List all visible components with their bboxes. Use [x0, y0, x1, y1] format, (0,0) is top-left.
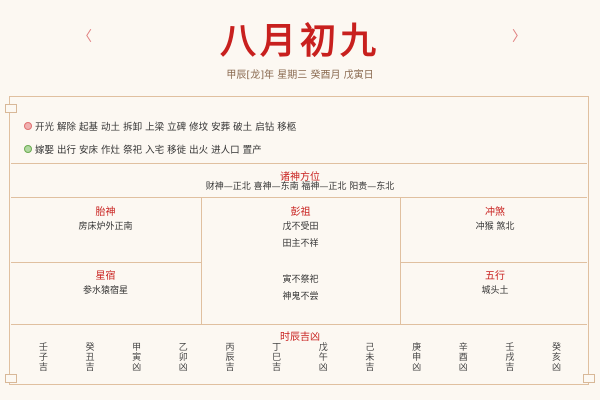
taishen-text: 房床炉外正南 [78, 222, 133, 232]
pengzu-line: 神鬼不尝 [282, 292, 319, 302]
lunar-date-title: 八月初九 [219, 20, 380, 62]
deities-title: 诸神方位 [280, 172, 320, 183]
corner-ornament-icon [5, 104, 17, 113]
hour-item: 甲寅凶 [132, 343, 142, 373]
hour-item: 癸丑吉 [85, 343, 95, 373]
divider [11, 262, 201, 263]
chongsha-text: 冲猴 煞北 [475, 222, 515, 232]
hour-item: 乙卯凶 [178, 343, 188, 373]
hour-item: 己未吉 [365, 343, 375, 373]
hour-item: 戊午凶 [318, 343, 328, 373]
chongsha-title: 冲煞 [485, 207, 505, 218]
deities-text: 财神—正北 喜神—东南 福神—正北 阳贵—东北 [205, 182, 395, 192]
ji-badge-icon [24, 145, 32, 153]
pengzu-line: 戊不受田 [282, 222, 319, 232]
prev-day-button[interactable]: 〈 [78, 29, 92, 45]
corner-ornament-icon [5, 374, 17, 383]
wuxing-text: 城头土 [481, 286, 509, 296]
corner-ornament-icon [583, 374, 595, 383]
divider [11, 324, 587, 325]
pengzu-line: 田主不祥 [282, 239, 319, 249]
divider [11, 197, 587, 198]
wuxing-title: 五行 [485, 271, 505, 282]
next-day-button[interactable]: 〉 [512, 29, 526, 45]
pengzu-line: 寅不祭祀 [282, 275, 319, 285]
divider [400, 197, 401, 324]
ji-row: 嫁娶 出行 安床 作灶 祭祀 入宅 移徙 出火 进人口 置产 [24, 142, 262, 156]
ganzhi-subtitle: 甲辰[龙]年 星期三 癸酉月 戊寅日 [226, 70, 374, 81]
yi-items: 开光 解除 起基 动土 拆卸 上梁 立碑 修坟 安葬 破土 启钻 移柩 [35, 122, 297, 133]
pengzu-title: 彭祖 [290, 207, 311, 218]
hour-item: 壬子吉 [38, 343, 48, 373]
divider [201, 197, 202, 324]
ji-items: 嫁娶 出行 安床 作灶 祭祀 入宅 移徙 出火 进人口 置产 [35, 145, 262, 156]
divider [11, 163, 587, 164]
hour-item: 丙辰吉 [225, 343, 235, 373]
taishen-title: 胎神 [95, 207, 116, 218]
hour-item: 丁巳吉 [272, 343, 282, 373]
hours-list: 壬子吉 癸丑吉 甲寅凶 乙卯凶 丙辰吉 丁巳吉 戊午凶 己未吉 庚申凶 辛酉凶 … [10, 343, 590, 373]
yi-badge-icon [24, 122, 32, 130]
hour-item: 庚申凶 [412, 343, 422, 373]
almanac-panel: 开光 解除 起基 动土 拆卸 上梁 立碑 修坟 安葬 破土 启钻 移柩 嫁娶 出… [9, 96, 589, 385]
divider [400, 262, 587, 263]
hour-item: 辛酉凶 [458, 343, 468, 373]
hour-item: 癸亥凶 [552, 343, 562, 373]
yi-row: 开光 解除 起基 动土 拆卸 上梁 立碑 修坟 安葬 破土 启钻 移柩 [24, 119, 296, 133]
xingxiu-title: 星宿 [95, 271, 116, 282]
hours-title: 时辰吉凶 [280, 332, 320, 343]
xingxiu-text: 参水猿宿星 [82, 286, 128, 296]
hour-item: 壬戌吉 [505, 343, 515, 373]
